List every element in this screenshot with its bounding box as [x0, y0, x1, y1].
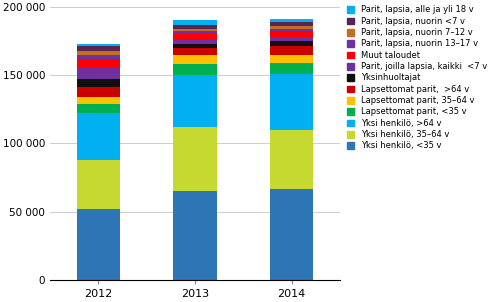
Bar: [77, 44, 120, 47]
Bar: [77, 104, 120, 114]
Bar: [77, 79, 120, 88]
Bar: [77, 50, 120, 55]
Bar: [77, 97, 120, 104]
Bar: [173, 24, 217, 29]
Bar: [173, 64, 217, 75]
Bar: [173, 34, 217, 40]
Bar: [270, 31, 313, 37]
Bar: [77, 114, 120, 160]
Bar: [173, 29, 217, 31]
Bar: [270, 55, 313, 63]
Bar: [77, 47, 120, 50]
Bar: [77, 160, 120, 209]
Bar: [77, 88, 120, 97]
Bar: [270, 19, 313, 22]
Bar: [77, 68, 120, 79]
Bar: [77, 55, 120, 59]
Bar: [173, 48, 217, 55]
Bar: [173, 31, 217, 34]
Bar: [270, 37, 313, 41]
Bar: [173, 75, 217, 127]
Legend: Parit, lapsia, alle ja yli 18 v, Parit, lapsia, nuorin <7 v, Parit, lapsia, nuor: Parit, lapsia, alle ja yli 18 v, Parit, …: [347, 5, 487, 150]
Bar: [173, 127, 217, 191]
Bar: [270, 22, 313, 26]
Bar: [270, 189, 313, 280]
Bar: [270, 74, 313, 130]
Bar: [77, 209, 120, 280]
Bar: [77, 59, 120, 68]
Bar: [270, 29, 313, 31]
Bar: [270, 47, 313, 55]
Bar: [270, 41, 313, 47]
Bar: [270, 130, 313, 189]
Bar: [173, 44, 217, 48]
Bar: [173, 191, 217, 280]
Bar: [270, 26, 313, 29]
Bar: [270, 63, 313, 74]
Bar: [173, 55, 217, 64]
Bar: [173, 40, 217, 44]
Bar: [173, 21, 217, 24]
